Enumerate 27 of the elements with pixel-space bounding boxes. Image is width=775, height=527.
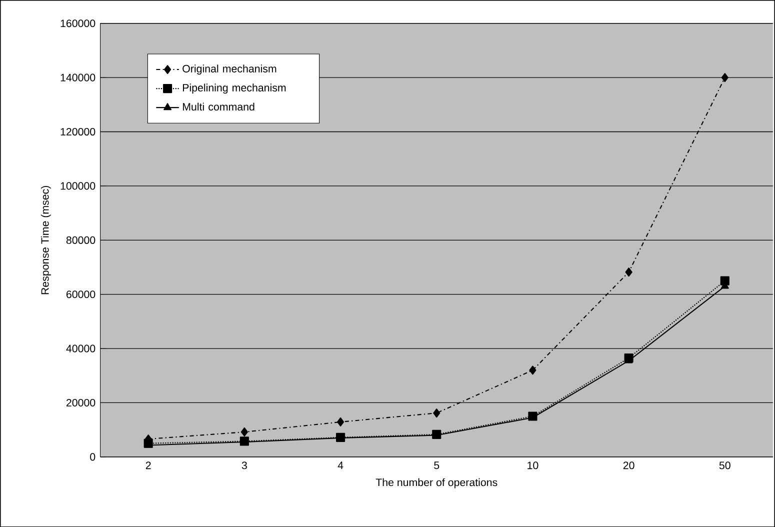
x-tick-label: 20 xyxy=(623,462,634,470)
x-axis-title: The number of operations xyxy=(376,478,498,488)
point xyxy=(240,427,248,436)
y-tick-label: 40000 xyxy=(66,344,96,352)
legend-label: Multi command xyxy=(182,102,254,110)
x-tick-label: 5 xyxy=(434,462,440,469)
y-tick-label: 20000 xyxy=(66,398,96,406)
y-tick-label: 0 xyxy=(90,453,96,461)
y-tick-label: 140000 xyxy=(60,74,96,82)
point xyxy=(433,408,440,418)
point xyxy=(721,72,728,82)
point xyxy=(529,366,536,375)
x-tick-label: 2 xyxy=(146,462,151,469)
y-tick-label: 120000 xyxy=(60,128,96,136)
y-tick-label: 80000 xyxy=(66,236,96,244)
y-axis-title: Response Time (msec) xyxy=(40,186,51,294)
legend-label: Pipelining mechanism xyxy=(182,84,286,94)
x-tick-label: 4 xyxy=(338,462,344,469)
x-tick-label: 10 xyxy=(528,462,538,470)
point xyxy=(625,267,632,277)
point xyxy=(336,417,344,426)
y-tick-label: 60000 xyxy=(66,290,96,298)
x-tick-label: 3 xyxy=(242,462,247,470)
y-tick-label: 100000 xyxy=(60,182,96,190)
y-tick-label: 160000 xyxy=(60,19,96,28)
legend-label: Original mechanism xyxy=(182,64,276,74)
x-tick-label: 50 xyxy=(719,462,730,470)
